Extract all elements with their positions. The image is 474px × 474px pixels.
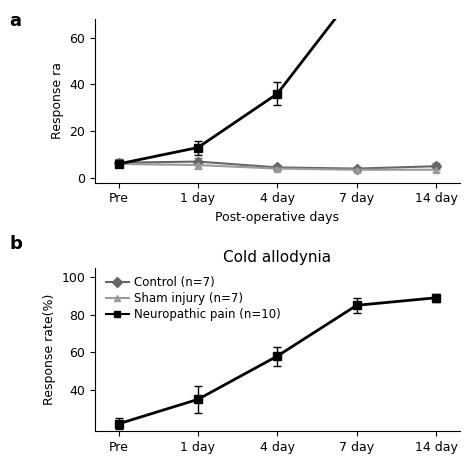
Legend: Control (n=7), Sham injury (n=7), Neuropathic pain (n=10): Control (n=7), Sham injury (n=7), Neurop… xyxy=(104,275,282,322)
Text: a: a xyxy=(9,12,21,30)
Y-axis label: Response ra: Response ra xyxy=(51,62,64,139)
X-axis label: Post-operative days: Post-operative days xyxy=(215,211,339,224)
Title: Cold allodynia: Cold allodynia xyxy=(223,250,331,265)
Y-axis label: Response rate(%): Response rate(%) xyxy=(43,294,55,405)
Text: b: b xyxy=(9,235,22,253)
